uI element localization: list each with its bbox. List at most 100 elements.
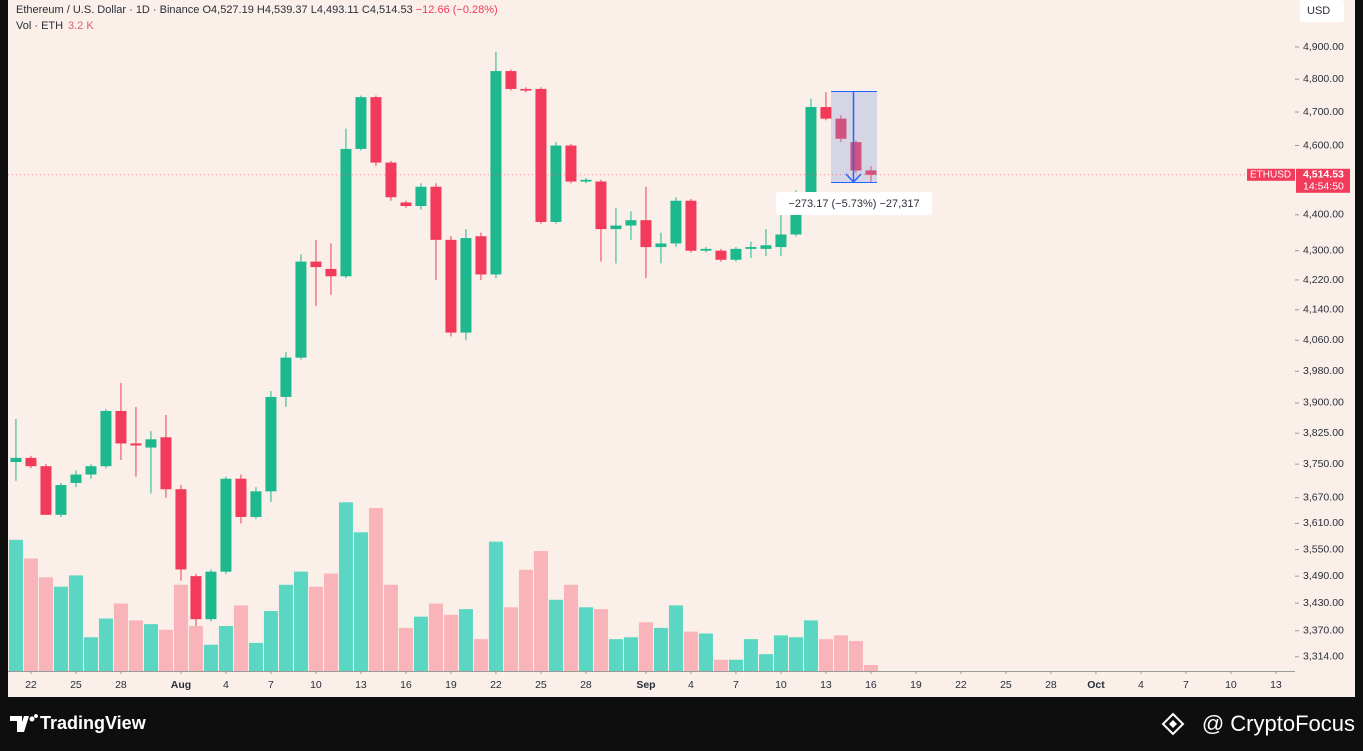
y-tick-label: 4,060.00 xyxy=(1303,334,1344,346)
volume-bar xyxy=(413,616,428,671)
volume-bar xyxy=(98,618,113,671)
y-tick-label: 3,980.00 xyxy=(1303,365,1344,377)
volume-bar xyxy=(353,532,368,671)
volume-bar xyxy=(503,607,518,671)
volume-readout: 3.2 K xyxy=(68,20,94,32)
volume-layer xyxy=(8,502,878,671)
candle-body xyxy=(475,236,487,275)
candle-body xyxy=(565,145,577,182)
volume-bar xyxy=(38,577,53,671)
volume-bar xyxy=(68,575,83,671)
volume-bar xyxy=(443,614,458,671)
x-tick-label: 25 xyxy=(1000,679,1012,691)
candle-body xyxy=(865,170,877,175)
volume-bar xyxy=(623,637,638,671)
candle-body xyxy=(220,478,232,572)
y-tick-label: 3,900.00 xyxy=(1303,397,1344,409)
x-tick-label: 7 xyxy=(268,679,274,691)
volume-bar xyxy=(593,609,608,671)
candle-body xyxy=(310,261,322,268)
currency-button[interactable] xyxy=(1300,0,1344,22)
x-tick-label: 7 xyxy=(733,679,739,691)
icon-core xyxy=(1169,720,1177,728)
candle-body xyxy=(820,107,832,119)
candle-body xyxy=(730,248,742,260)
candle-body xyxy=(805,107,817,196)
volume-bar xyxy=(848,641,863,671)
x-tick-label: 28 xyxy=(115,679,127,691)
candle-body xyxy=(835,118,847,139)
candle-body xyxy=(445,239,457,333)
candle-body xyxy=(190,576,202,620)
header: Ethereum / U.S. Dollar · 1D · Binance O4… xyxy=(16,4,498,16)
x-tick-label: 25 xyxy=(70,679,82,691)
volume-bar xyxy=(23,558,38,671)
x-tick-label: 19 xyxy=(445,679,457,691)
ohlc-value: L4,493.11 xyxy=(311,4,359,16)
currency[interactable]: USD xyxy=(1307,5,1330,17)
volume-bar xyxy=(83,637,98,671)
volume-bar xyxy=(653,627,668,671)
candle-body xyxy=(130,443,142,446)
x-tick-label: 10 xyxy=(310,679,322,691)
candle-body xyxy=(700,248,712,251)
candle-body xyxy=(715,250,727,260)
y-tick-label: 4,700.00 xyxy=(1303,106,1344,118)
volume-bar xyxy=(233,605,248,671)
axes: 4,900.00 4,800.00 4,700.00 4,600.00 4,400.00… xyxy=(25,41,1344,691)
candle-body xyxy=(400,202,412,207)
x-tick-label: 28 xyxy=(580,679,592,691)
volume-bar xyxy=(263,611,278,671)
x-tick-label: Sep xyxy=(636,679,655,691)
candle-body xyxy=(580,179,592,182)
candle-body xyxy=(640,220,652,248)
y-tick-label: 4,900.00 xyxy=(1303,41,1344,53)
candle-body xyxy=(10,457,22,463)
volume-bar xyxy=(668,605,683,671)
candle-body xyxy=(655,243,667,248)
volume-bar xyxy=(8,539,23,671)
logo-mark xyxy=(10,714,38,732)
volume-bar xyxy=(713,659,728,671)
candle-body xyxy=(205,571,217,620)
volume-bar xyxy=(728,659,743,671)
y-tick-label: 3,370.00 xyxy=(1303,624,1344,636)
volume-bar xyxy=(563,584,578,671)
symbol-tag xyxy=(1247,168,1295,181)
candle-body xyxy=(625,220,637,226)
volume-bar xyxy=(698,633,713,671)
candle-body xyxy=(100,410,112,467)
x-tick-label: 4 xyxy=(1138,679,1144,691)
candle-body xyxy=(55,485,67,515)
volume-bar xyxy=(638,622,653,671)
candle-body xyxy=(430,186,442,240)
candle-body xyxy=(670,200,682,244)
volume-bar xyxy=(683,631,698,671)
candle-body xyxy=(460,238,472,333)
chart-background xyxy=(8,0,1355,697)
candle-body xyxy=(85,466,97,475)
x-tick-label: Aug xyxy=(171,679,191,691)
volume-bar xyxy=(743,639,758,671)
volume-bar xyxy=(323,573,338,671)
candle-body xyxy=(265,396,277,492)
y-tick-label: 3,750.00 xyxy=(1303,458,1344,470)
volume-bar xyxy=(293,571,308,671)
x-tick-label: 13 xyxy=(820,679,832,691)
credit: @ CryptoFocus xyxy=(1202,711,1355,736)
y-tick-label: 4,400.00 xyxy=(1303,209,1344,221)
icon-diamond xyxy=(1161,712,1185,736)
candle-body xyxy=(745,247,757,249)
volume-bar xyxy=(173,584,188,671)
candle-body xyxy=(775,234,787,248)
x-tick-label: 22 xyxy=(25,679,37,691)
candle-body xyxy=(595,181,607,230)
candle-body xyxy=(160,437,172,490)
x-tick-label: 16 xyxy=(400,679,412,691)
x-tick-label: 22 xyxy=(490,679,502,691)
volume-bar xyxy=(833,635,848,671)
y-tick-label: 4,800.00 xyxy=(1303,73,1344,85)
x-tick-label: 13 xyxy=(1270,679,1282,691)
volume-bar xyxy=(338,502,353,671)
